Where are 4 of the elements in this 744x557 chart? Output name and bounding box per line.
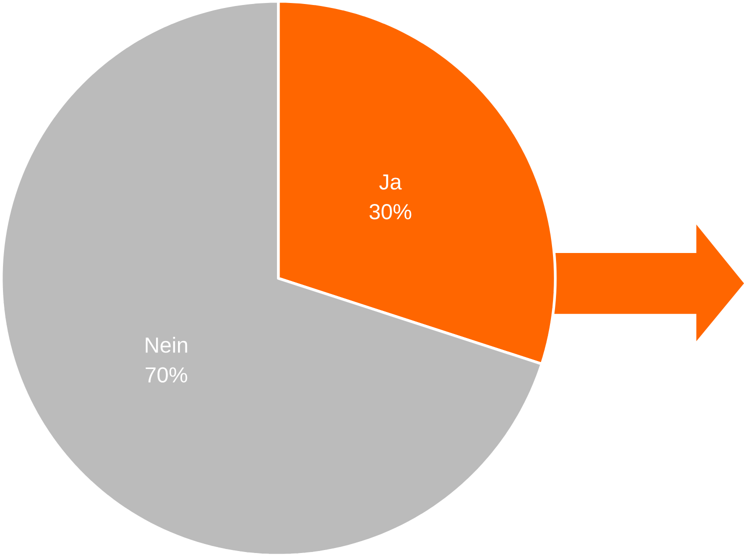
- data-label: 30%: [370, 204, 412, 220]
- data-label: 70%: [146, 367, 188, 383]
- slice-label: Ja: [379, 174, 402, 190]
- slice-label: Nein: [146, 337, 188, 353]
